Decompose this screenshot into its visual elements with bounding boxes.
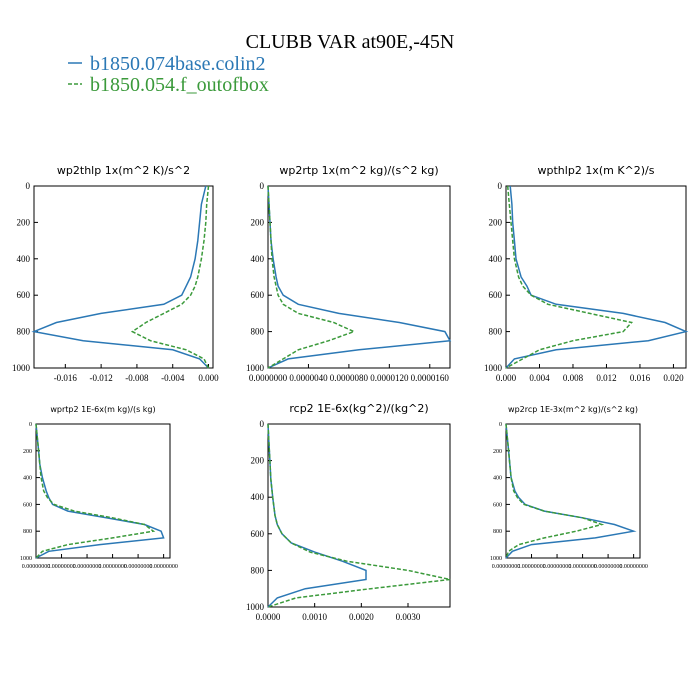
y-tick-label: 800 [251,565,265,575]
y-tick-label: 200 [17,217,31,227]
profile-line [35,423,156,559]
x-tick-label: -0.004 [161,373,185,383]
y-tick-label: 0 [498,181,503,191]
plot-frame [267,185,451,369]
profile-line [267,423,451,608]
y-tick-label: 1000 [246,602,265,612]
y-tick-label: 0 [499,422,502,428]
x-tick-label: 0.00000000 [594,564,623,570]
x-tick-label: 0.0000040 [289,373,328,383]
x-tick-label: 0.0000120 [370,373,409,383]
y-tick-label: 800 [17,327,31,337]
profile-line [505,185,634,369]
y-tick-label: 400 [489,254,503,264]
x-tick-label: 0.00000000 [543,564,572,570]
y-tick-label: 400 [251,254,265,264]
panel-title: rcp2 1E-6x(kg^2)/(kg^2) [289,402,428,415]
x-tick-label: -0.012 [90,373,113,383]
profile-line [31,185,210,369]
y-tick-label: 600 [489,290,503,300]
y-tick-label: 0 [29,422,32,428]
legend-label: b1850.054.f_outofbox [90,74,269,96]
x-tick-label: 0.0030 [396,612,421,622]
y-tick-label: 0 [260,419,265,429]
y-tick-label: 800 [23,529,32,535]
profile-line [267,185,356,369]
x-tick-label: 0.0000160 [411,373,450,383]
panel-title: wp2rcp 1E-3x(m^2 kg)/(s^2 kg) [508,405,638,414]
y-tick-label: 1000 [20,556,32,562]
y-tick-label: 800 [489,327,503,337]
y-tick-label: 800 [251,327,265,337]
y-tick-label: 200 [489,217,503,227]
y-tick-label: 1000 [246,363,265,373]
plot-frame [505,185,687,369]
y-tick-label: 600 [251,529,265,539]
y-tick-label: 0 [26,181,31,191]
y-tick-label: 200 [493,449,502,455]
plot-frame [35,423,171,559]
y-tick-label: 600 [251,290,265,300]
y-tick-label: 400 [251,492,265,502]
x-tick-label: 0.00000000 [568,564,597,570]
x-tick-label: 0.00000000 [619,564,648,570]
y-tick-label: 800 [493,529,502,535]
x-tick-label: 0.0020 [349,612,374,622]
panel-title: wp2rtp 1x(m^2 kg)/(s^2 kg) [279,164,438,177]
y-tick-label: 600 [17,290,31,300]
profile-line [130,185,210,369]
x-tick-label: 0.0010 [302,612,327,622]
y-tick-label: 1000 [12,363,31,373]
y-tick-label: 400 [17,254,31,264]
x-tick-label: 0.00000000 [149,564,178,570]
x-tick-label: 0.0000000 [249,373,288,383]
y-tick-label: 600 [493,502,502,508]
panel-title: wprtp2 1E-6x(m kg)/(s kg) [50,405,155,414]
panel-title: wpthlp2 1x(m K^2)/s [538,164,655,177]
y-tick-label: 400 [23,476,32,482]
y-tick-label: 200 [23,449,32,455]
y-tick-label: 600 [23,502,32,508]
x-tick-label: 0.00000000 [492,564,521,570]
plot-frame [33,185,214,369]
x-tick-label: 0.0000080 [330,373,369,383]
x-tick-label: 0.00000000 [98,564,127,570]
x-tick-label: 0.00000000 [73,564,102,570]
x-tick-label: 0.012 [596,373,616,383]
x-tick-label: 0.016 [630,373,651,383]
x-tick-label: 0.008 [563,373,584,383]
y-tick-label: 400 [493,476,502,482]
x-tick-label: 0.0000 [256,612,281,622]
plot-frame [267,423,451,608]
profile-line [505,423,605,559]
x-tick-label: 0.00000000 [124,564,153,570]
x-tick-label: 0.000 [496,373,517,383]
legend-label: b1850.074base.colin2 [90,53,266,75]
x-tick-label: -0.008 [125,373,149,383]
x-tick-label: 0.00000000 [517,564,546,570]
y-tick-label: 1000 [490,556,502,562]
y-tick-label: 200 [251,217,265,227]
y-tick-label: 200 [251,456,265,466]
x-tick-label: 0.000 [198,373,219,383]
x-tick-label: -0.016 [54,373,78,383]
figure-title: CLUBB VAR at90E,-45N [246,31,455,53]
x-tick-label: 0.004 [529,373,550,383]
x-tick-label: 0.00000000 [47,564,76,570]
panel-title: wp2thlp 1x(m^2 K)/s^2 [57,164,190,177]
y-tick-label: 0 [260,181,265,191]
y-tick-label: 1000 [484,363,503,373]
x-tick-label: 0.020 [663,373,684,383]
profile-line [505,185,689,369]
x-tick-label: 0.00000000 [22,564,51,570]
plot-frame [505,423,641,559]
